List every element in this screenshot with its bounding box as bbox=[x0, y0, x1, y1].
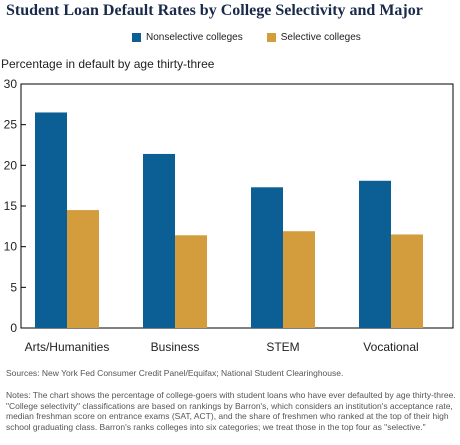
bar-selective-arts-humanities bbox=[67, 210, 99, 328]
legend-swatch-selective bbox=[266, 33, 276, 42]
bar-selective-business bbox=[175, 235, 207, 328]
legend-swatch-nonselective bbox=[132, 33, 141, 42]
bar-nonselective-vocational bbox=[359, 180, 391, 328]
x-tick-label: Vocational bbox=[363, 340, 418, 354]
bars bbox=[35, 112, 423, 328]
bar-selective-vocational bbox=[391, 234, 423, 328]
x-tick-label: Business bbox=[151, 340, 200, 354]
y-tick-label: 20 bbox=[4, 158, 18, 172]
y-tick-label: 30 bbox=[4, 77, 18, 91]
y-tick-label: 25 bbox=[4, 118, 18, 132]
y-tick-label: 0 bbox=[10, 321, 17, 335]
bar-selective-stem bbox=[283, 231, 315, 328]
x-axis-ticks: Arts/Humanities Business STEM Vocational bbox=[25, 340, 419, 354]
y-axis-ticks: 0 5 10 15 20 25 30 bbox=[4, 77, 26, 335]
x-tick-label: STEM bbox=[266, 340, 299, 354]
legend-label-nonselective: Nonselective colleges bbox=[146, 32, 243, 43]
bar-nonselective-stem bbox=[251, 187, 283, 328]
chart-title: Student Loan Default Rates by College Se… bbox=[6, 2, 423, 19]
y-tick-label: 10 bbox=[4, 240, 18, 254]
legend-item-nonselective: Nonselective colleges bbox=[132, 32, 243, 43]
y-axis-label: Percentage in default by age thirty-thre… bbox=[1, 57, 215, 71]
bar-nonselective-arts-humanities bbox=[35, 112, 67, 328]
legend-item-selective: Selective colleges bbox=[266, 32, 361, 43]
y-tick-label: 15 bbox=[4, 199, 18, 213]
legend: Nonselective colleges Selective colleges bbox=[132, 32, 361, 43]
bar-chart-plot: 0 5 10 15 20 25 30 Arts/Humanities Business STEM… bbox=[4, 77, 454, 354]
sources-text: Sources: New York Fed Consumer Credit Pa… bbox=[6, 368, 344, 378]
notes-text: Notes: The chart shows the percentage of… bbox=[6, 390, 456, 432]
x-tick-label: Arts/Humanities bbox=[25, 340, 110, 354]
y-tick-label: 5 bbox=[10, 280, 17, 294]
bar-nonselective-business bbox=[143, 153, 175, 328]
legend-label-selective: Selective colleges bbox=[280, 32, 361, 43]
